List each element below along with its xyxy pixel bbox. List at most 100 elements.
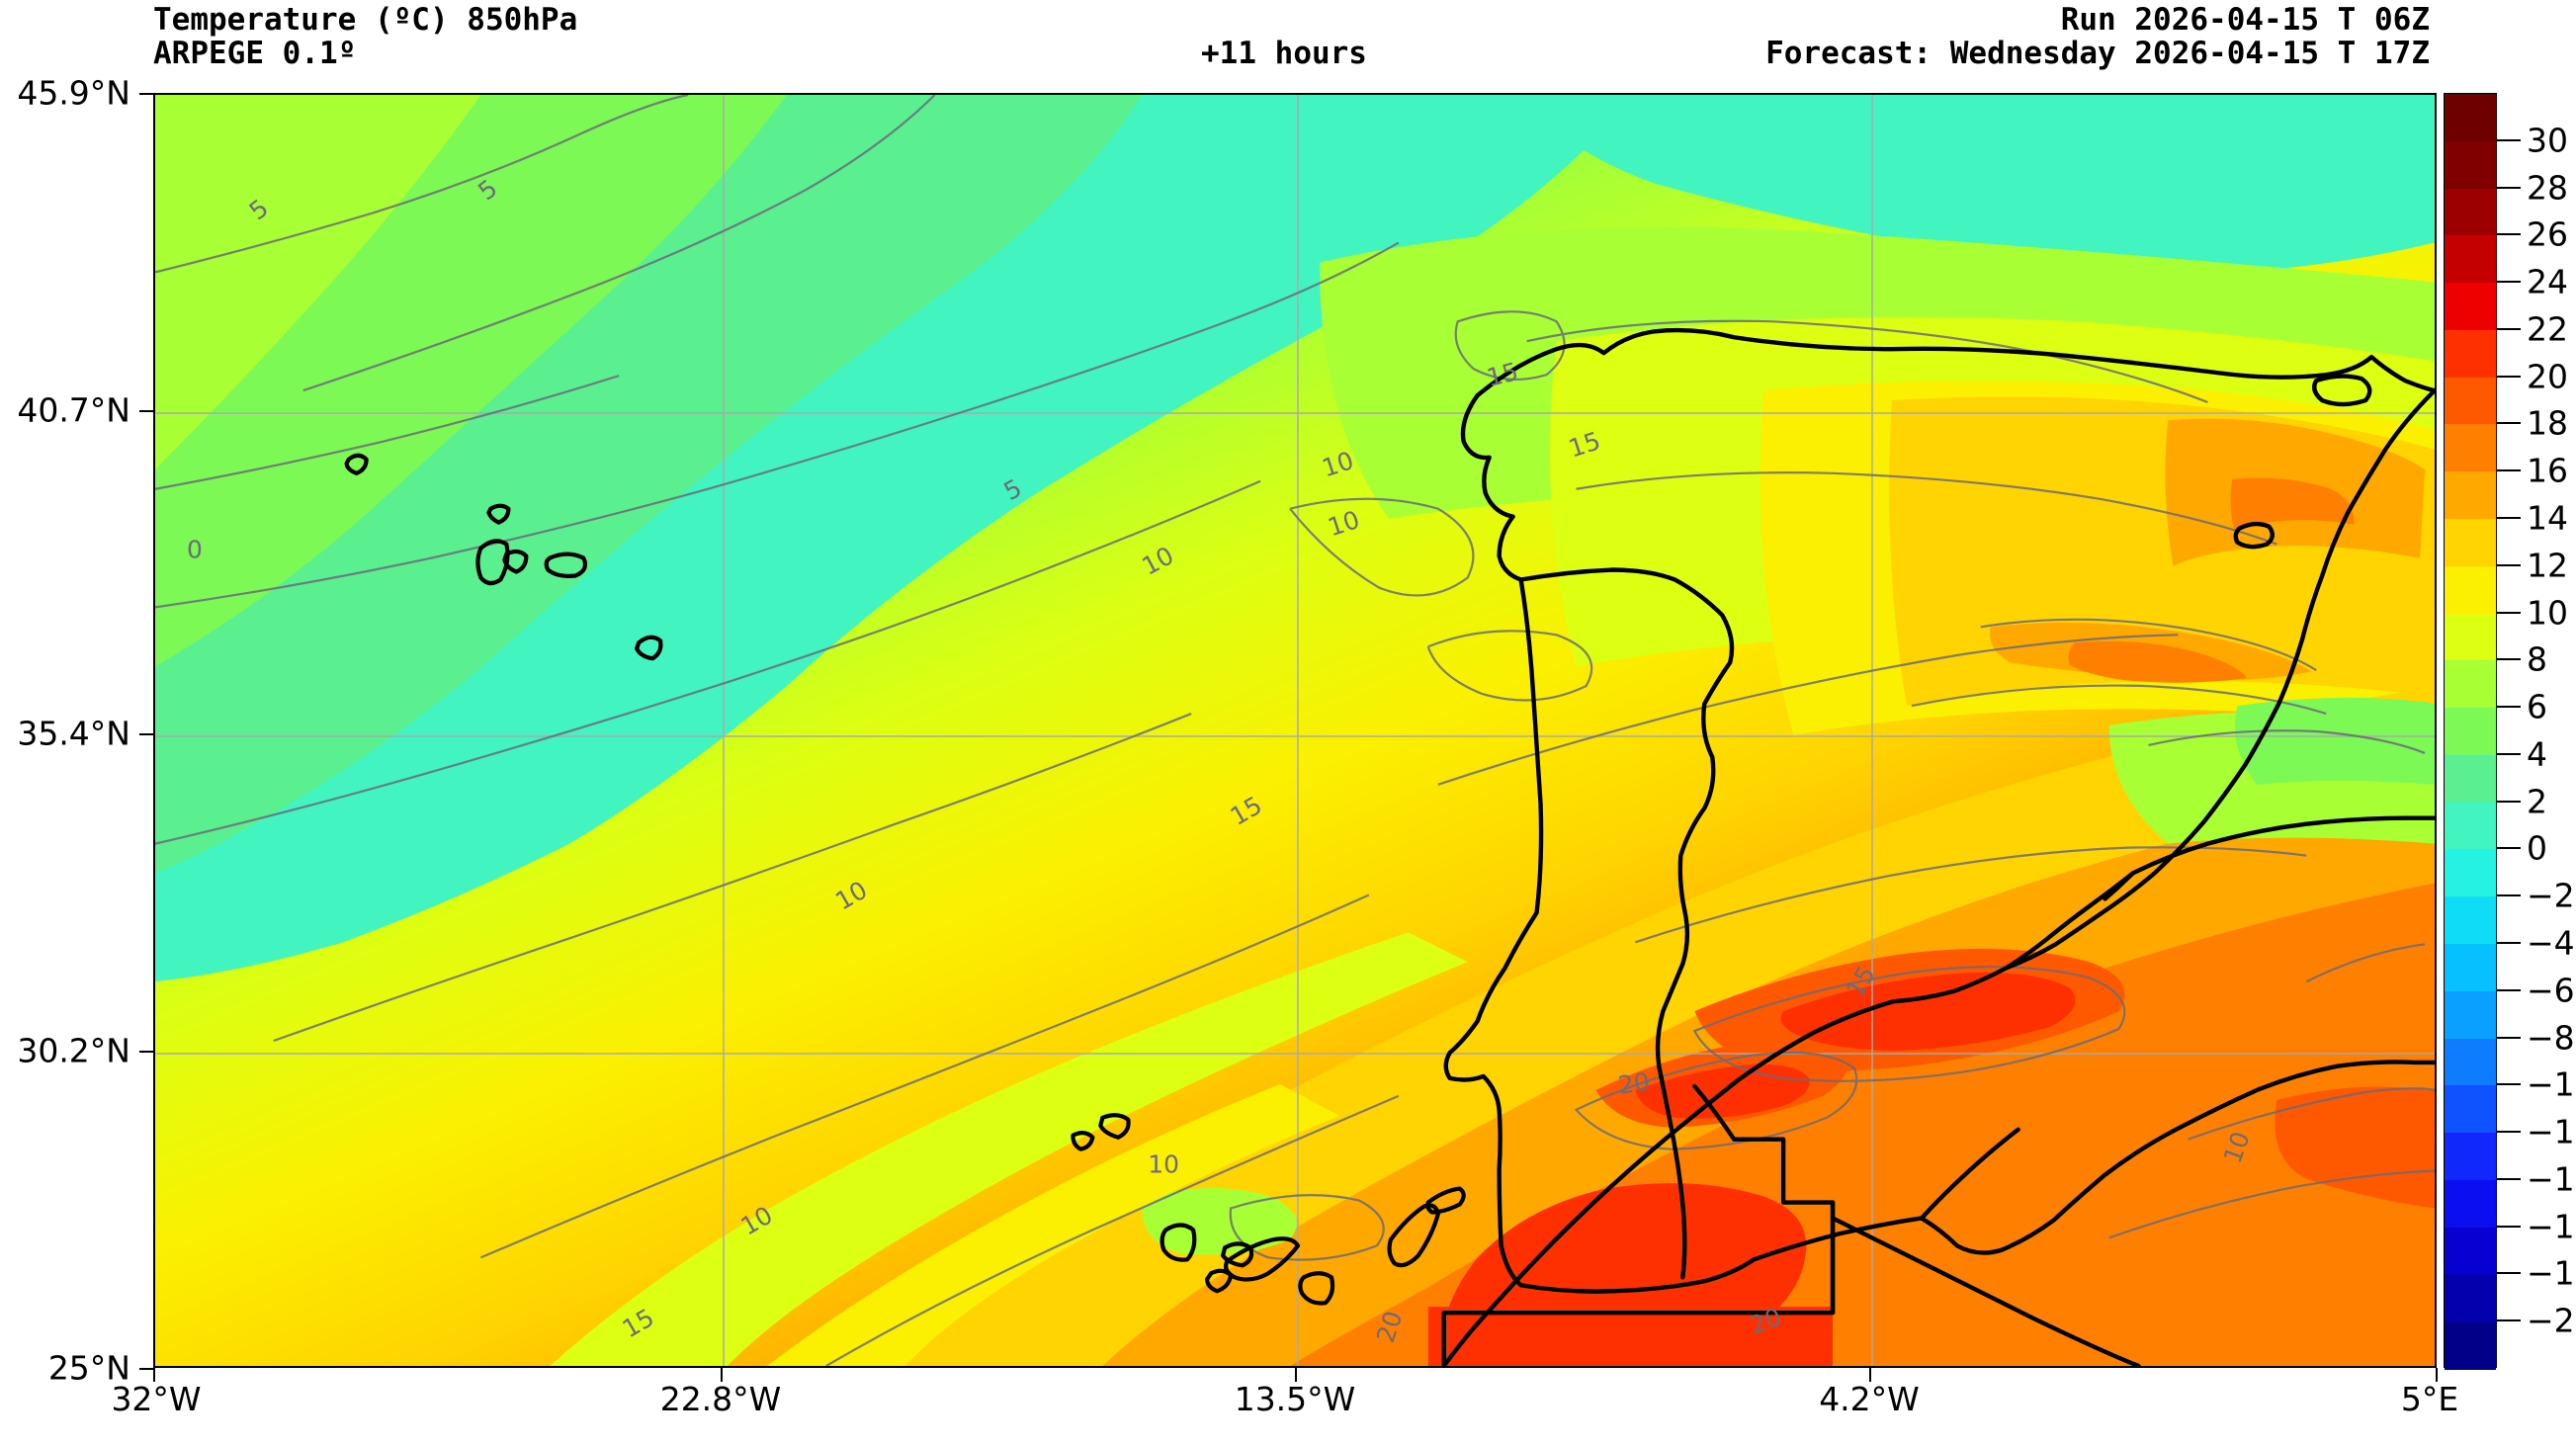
colorbar-tick--4	[2497, 942, 2521, 944]
temperature-map[interactable]: 5 5 0 5 10 10 10 15 15 15 10 10 15 10 15…	[153, 93, 2437, 1368]
colorbar-segment--18	[2445, 1227, 2496, 1276]
colorbar-tick-22	[2497, 327, 2521, 330]
x-axis-label-5E: 5°E	[2400, 1380, 2459, 1418]
colorbar-label-6: 6	[2527, 687, 2547, 726]
y-tick-25	[139, 1368, 153, 1370]
colorbar-segment--6	[2445, 944, 2496, 992]
y-axis-label-35.4: 35.4°N	[17, 714, 130, 753]
colorbar-tick--2	[2497, 894, 2521, 897]
y-axis-label-40.7: 40.7°N	[17, 390, 130, 430]
colorbar-tick--20	[2497, 1319, 2521, 1322]
forecast-label: Forecast: Wednesday 2026-04-15 T 17Z	[1765, 36, 2430, 71]
colorbar-label-28: 28	[2527, 168, 2568, 208]
y-axis-label-25: 25°N	[47, 1348, 130, 1388]
colorbar-segment--4	[2445, 896, 2496, 945]
y-axis-label-45.9: 45.9°N	[17, 73, 130, 113]
gridline-lon-13.5	[1297, 95, 1299, 1366]
model-label: ARPEGE 0.1º	[153, 36, 357, 71]
x-tick-32W	[153, 1368, 155, 1382]
colorbar-label--6: −6	[2527, 971, 2575, 1010]
y-tick-40.7	[139, 410, 153, 412]
colorbar-segment-6	[2445, 660, 2496, 709]
colorbar-segment-2	[2445, 754, 2496, 804]
colorbar-label--16: −16	[2527, 1207, 2576, 1246]
colorbar-tick-20	[2497, 375, 2521, 378]
colorbar-segment-28	[2445, 140, 2496, 190]
colorbar-tick--18	[2497, 1272, 2521, 1275]
gridline-lat-35.4	[155, 735, 2435, 737]
colorbar-label--20: −20	[2527, 1301, 2576, 1340]
colorbar-label-20: 20	[2527, 357, 2568, 396]
x-axis-label-32W: 32°W	[111, 1380, 202, 1418]
x-axis-label-22.8W: 22.8°W	[659, 1380, 782, 1418]
temperature-colorbar[interactable]	[2444, 93, 2497, 1370]
gridline-lon-4.2	[1871, 95, 1873, 1366]
colorbar-tick--8	[2497, 1036, 2521, 1039]
colorbar-label-18: 18	[2527, 403, 2568, 443]
colorbar-tick-14	[2497, 517, 2521, 519]
colorbar-segment-10	[2445, 565, 2496, 615]
colorbar-tick-0	[2497, 847, 2521, 850]
colorbar-label--4: −4	[2527, 923, 2575, 963]
colorbar-tick-12	[2497, 563, 2521, 566]
colorbar-label-8: 8	[2527, 639, 2547, 679]
colorbar-tick-18	[2497, 422, 2521, 425]
colorbar-segment-20	[2445, 329, 2496, 379]
colorbar-label-22: 22	[2527, 309, 2568, 349]
colorbar-tick-8	[2497, 658, 2521, 661]
colorbar-segment-14	[2445, 471, 2496, 520]
colorbar-label--14: −14	[2527, 1159, 2576, 1199]
colorbar-tick--12	[2497, 1131, 2521, 1134]
colorbar-label-30: 30	[2527, 121, 2568, 160]
colorbar-label--2: −2	[2527, 876, 2575, 915]
colorbar-segment-22	[2445, 283, 2496, 331]
y-tick-35.4	[139, 733, 153, 735]
x-tick-5E	[2436, 1368, 2438, 1382]
colorbar-segment--2	[2445, 849, 2496, 897]
x-axis-label-13.5W: 13.5°W	[1234, 1380, 1356, 1418]
colorbar-segment--22	[2445, 1321, 2496, 1370]
temperature-field	[155, 95, 2435, 1366]
colorbar-label--10: −10	[2527, 1064, 2576, 1104]
colorbar-label-12: 12	[2527, 546, 2568, 585]
colorbar-segment-24	[2445, 235, 2496, 284]
colorbar-segment--16	[2445, 1179, 2496, 1229]
colorbar-label--18: −18	[2527, 1253, 2576, 1293]
colorbar-tick-4	[2497, 752, 2521, 755]
colorbar-label--12: −12	[2527, 1112, 2576, 1151]
y-axis-label-30.2: 30.2°N	[17, 1031, 130, 1070]
colorbar-tick--10	[2497, 1083, 2521, 1086]
colorbar-tick-10	[2497, 611, 2521, 614]
colorbar-segment--12	[2445, 1085, 2496, 1134]
colorbar-segment-12	[2445, 519, 2496, 567]
page-title: Temperature (ºC) 850hPa	[153, 2, 578, 38]
colorbar-label-4: 4	[2527, 734, 2547, 774]
colorbar-segment-30	[2445, 94, 2496, 142]
x-axis-label-4.2W: 4.2°W	[1819, 1380, 1920, 1418]
colorbar-segment-18	[2445, 377, 2496, 426]
colorbar-segment-8	[2445, 613, 2496, 661]
colorbar-tick-16	[2497, 469, 2521, 472]
colorbar-tick--6	[2497, 988, 2521, 991]
colorbar-label-0: 0	[2527, 828, 2547, 868]
x-tick-22.8W	[721, 1368, 723, 1382]
gridline-lat-30.2	[155, 1053, 2435, 1055]
gridline-lat-40.7	[155, 412, 2435, 414]
colorbar-segment-4	[2445, 708, 2496, 756]
colorbar-label-14: 14	[2527, 498, 2568, 538]
colorbar-tick--14	[2497, 1177, 2521, 1180]
x-tick-4.2W	[1869, 1368, 1871, 1382]
colorbar-label-24: 24	[2527, 262, 2568, 301]
colorbar-label--8: −8	[2527, 1018, 2575, 1058]
colorbar-segment--10	[2445, 1038, 2496, 1086]
colorbar-segment-16	[2445, 424, 2496, 472]
colorbar-tick-28	[2497, 186, 2521, 189]
colorbar-segment--14	[2445, 1133, 2496, 1181]
y-tick-30.2	[139, 1051, 153, 1053]
colorbar-tick-30	[2497, 138, 2521, 141]
colorbar-tick--16	[2497, 1225, 2521, 1228]
x-tick-13.5W	[1295, 1368, 1297, 1382]
colorbar-segment-0	[2445, 802, 2496, 851]
y-tick-45.9	[139, 93, 153, 95]
colorbar-label-16: 16	[2527, 451, 2568, 490]
